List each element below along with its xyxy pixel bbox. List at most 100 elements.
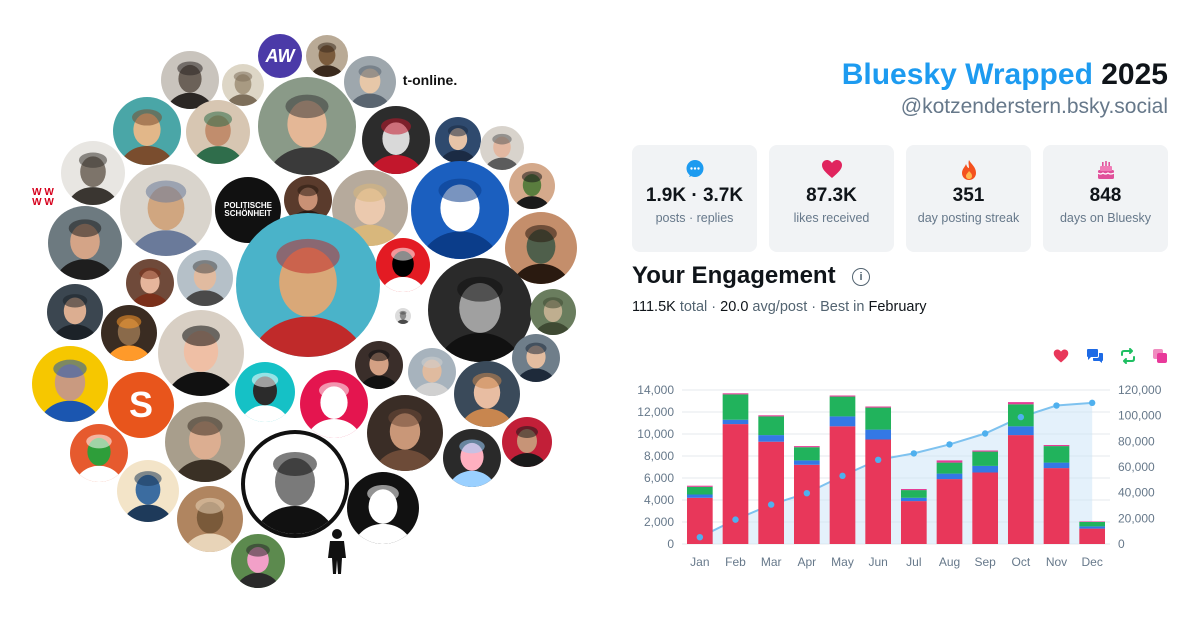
cumulative-point	[803, 489, 811, 497]
avatar-man-smiling	[258, 77, 356, 175]
y-left-tick-label: 4,000	[644, 493, 674, 507]
y-right-tick-label: 40,000	[1118, 486, 1155, 500]
avatar-politische-schoenheit-label: POLITISCHE SCHÖNHEIT	[223, 200, 272, 218]
total-label: total	[679, 299, 708, 315]
y-left-tick-label: 2,000	[644, 515, 674, 529]
avatar-man-shirt	[355, 341, 403, 389]
avatar-tagesschau	[411, 161, 509, 259]
cumulative-point	[1088, 399, 1096, 407]
bar-replies	[686, 494, 713, 498]
avatar-man-dark	[47, 284, 103, 340]
avatar-aw-logo-label: AW	[265, 45, 295, 66]
avatar-triangle-logo	[347, 472, 419, 544]
avatar-outdoor	[530, 289, 576, 335]
avatar-tiny	[395, 308, 411, 324]
cumulative-point	[732, 516, 739, 523]
avatar-s-logo-label: S	[128, 384, 153, 426]
bar-reposts	[972, 451, 999, 466]
avatar-llama-main	[236, 213, 380, 357]
bar-quotes	[829, 395, 856, 397]
avatar-paw	[300, 370, 368, 438]
avatar-motorcyclist	[231, 534, 285, 588]
y-right-tick-label: 80,000	[1118, 434, 1155, 448]
stat-value: 351	[952, 185, 985, 206]
stat-card-streak: 351 day posting streak	[906, 145, 1031, 252]
avatar-cartoon-man	[113, 97, 181, 165]
avatar-man-gray	[344, 56, 396, 108]
bar-replies	[972, 465, 999, 473]
y-left-tick-label: 12,000	[637, 405, 674, 419]
avatar-red-symbol	[376, 238, 430, 292]
bar-replies	[758, 435, 785, 442]
x-tick-label: May	[831, 555, 854, 569]
best-label: Best in	[820, 299, 865, 315]
bar-replies	[1043, 462, 1070, 469]
x-tick-label: Feb	[725, 555, 746, 569]
avatar-sunglasses-woman	[158, 310, 244, 396]
bar-quotes	[865, 406, 892, 408]
repost-icon[interactable]	[1119, 348, 1135, 364]
y-left-tick-label: 8,000	[644, 449, 674, 463]
page-title: Bluesky Wrapped 2025	[842, 58, 1168, 92]
speech-bubble-icon	[632, 159, 757, 181]
title-accent: Bluesky Wrapped	[841, 58, 1093, 91]
bar-replies	[829, 416, 856, 427]
stat-label: likes received	[793, 211, 870, 225]
avatar-dinosaur	[117, 460, 179, 522]
engagement-summary: 111.5K total · 20.0 avg/post · Best in F…	[632, 299, 927, 315]
stat-label: days on Bluesky	[1059, 211, 1152, 225]
stat-value: 1.9K · 3.7K	[645, 185, 744, 206]
bar-reposts	[686, 486, 713, 495]
avatar-sleeping-man	[120, 164, 212, 256]
bar-replies	[1079, 526, 1106, 529]
total-value: 111.5K	[632, 299, 676, 315]
avatar-ww-logo: W W W W	[25, 180, 61, 216]
avatar-man-glasses	[306, 35, 348, 77]
cumulative-point	[696, 533, 704, 541]
avatar-politician	[435, 117, 481, 163]
avatar-rainbow	[443, 429, 501, 487]
avatar-sketch	[61, 141, 125, 205]
user-handle[interactable]: @kotzenderstern.bsky.social	[900, 95, 1168, 118]
info-icon[interactable]: i	[852, 268, 870, 286]
x-tick-label: Jan	[690, 555, 709, 569]
avatar-redhead	[126, 259, 174, 307]
cumulative-point	[1053, 402, 1060, 409]
stat-card-posts: 1.9K · 3.7K posts · replies	[632, 145, 757, 252]
bar-quotes	[758, 415, 785, 417]
y-left-tick-label: 10,000	[637, 427, 674, 441]
x-tick-label: Sep	[974, 555, 996, 569]
engagement-chart: 0 2,000 4,000 6,000 8,000 10,000 12,000 14,000 0…	[632, 378, 1168, 578]
cumulative-point	[981, 430, 989, 437]
heart-icon[interactable]	[1053, 348, 1069, 364]
y-right-tick-label: 100,000	[1118, 409, 1162, 423]
cumulative-point	[910, 450, 918, 457]
bar-reposts	[865, 407, 892, 430]
bar-reposts	[1079, 522, 1106, 527]
bar-likes	[865, 439, 892, 544]
avatar-muppet	[70, 424, 128, 482]
stat-card-likes: 87.3K likes received	[769, 145, 894, 252]
x-tick-label: Jun	[868, 555, 887, 569]
avg-label: avg/post	[752, 299, 808, 315]
bar-quotes	[900, 489, 927, 491]
reply-bubbles-icon[interactable]	[1086, 348, 1103, 364]
bar-likes	[1007, 435, 1034, 544]
bar-quotes	[972, 450, 999, 452]
cumulative-point	[874, 456, 882, 464]
title-year: 2025	[1101, 58, 1168, 91]
cumulative-point	[946, 441, 953, 448]
best-month: February	[868, 299, 927, 315]
cumulative-point	[767, 501, 775, 508]
x-tick-label: Mar	[761, 555, 782, 569]
heart-icon	[769, 159, 894, 181]
avatar-aw-logo: AW	[258, 34, 302, 78]
bar-reposts	[900, 490, 927, 498]
avatar-owl	[177, 486, 243, 552]
y-left-tick-label: 14,000	[637, 383, 674, 397]
avatar-eye-close	[505, 212, 577, 284]
avatar-painting-face	[367, 395, 443, 471]
bar-replies	[793, 460, 820, 465]
standing-figure-icon	[326, 528, 348, 576]
quote-icon[interactable]	[1152, 348, 1168, 364]
